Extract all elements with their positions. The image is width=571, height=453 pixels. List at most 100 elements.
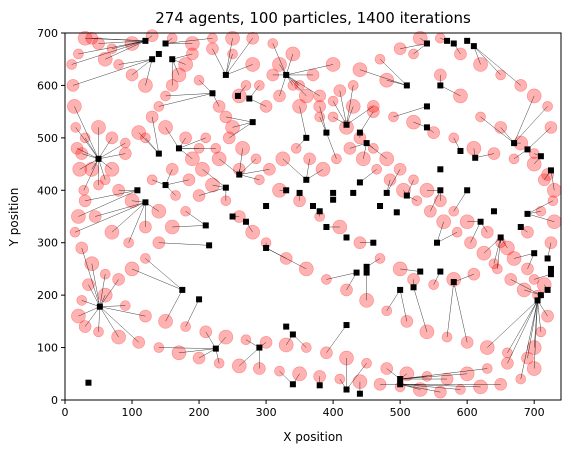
x-tick-label: 500 — [390, 406, 411, 419]
particle-point — [437, 268, 444, 275]
particle-point — [434, 239, 440, 246]
agent-particle-link — [473, 46, 481, 65]
agent-point — [158, 120, 173, 135]
particle-point — [222, 71, 229, 78]
agent-particle-link — [514, 252, 535, 259]
agent-particle-link — [212, 48, 227, 76]
agent-particle-link — [225, 38, 233, 75]
agent-particle-link — [430, 190, 441, 212]
agent-particle-link — [98, 40, 146, 44]
agent-particle-link — [158, 93, 213, 107]
agent-particle-link — [225, 53, 233, 76]
agent-particle-link — [79, 158, 99, 170]
agent-particle-link — [98, 153, 126, 160]
agent-particle-link — [513, 95, 535, 144]
agent-particle-link — [91, 263, 101, 307]
particle-point — [283, 187, 290, 194]
particle-point — [343, 386, 350, 393]
particle-point — [85, 379, 92, 386]
agent-particle-link — [178, 348, 216, 354]
x-axis-label: X position — [283, 430, 343, 444]
particle-point — [423, 103, 430, 110]
agent-particle-link — [111, 202, 146, 233]
particle-point — [142, 37, 149, 44]
agent-particle-link — [84, 306, 101, 327]
x-tick-label: 200 — [189, 406, 210, 419]
agent-particle-link — [400, 384, 481, 388]
agent-particle-link — [185, 211, 206, 226]
agent-particle-link — [497, 237, 501, 269]
agent-particle-link — [286, 64, 334, 76]
particle-point — [547, 265, 554, 272]
agent-particle-link — [202, 169, 227, 188]
y-axis-label: Y position — [7, 188, 21, 248]
agent-particle-link — [493, 237, 501, 264]
agent-particle-link — [78, 190, 138, 217]
agent-particle-link — [74, 202, 146, 233]
agent-particle-link — [232, 121, 253, 128]
agent-particle-link — [507, 300, 538, 364]
agent-particle-link — [99, 305, 126, 307]
y-tick-label: 100 — [37, 342, 58, 355]
agent-particle-link — [229, 121, 253, 139]
agent-particle-link — [185, 299, 200, 327]
agent-particle-link — [359, 111, 374, 133]
particle-point — [142, 199, 149, 206]
particle-point — [450, 279, 457, 286]
particle-point — [263, 244, 270, 251]
x-tick-label: 300 — [256, 406, 277, 419]
particle-point — [155, 50, 162, 57]
agent-particle-link — [165, 93, 213, 97]
particle-point — [470, 43, 477, 50]
particle-point — [169, 56, 176, 63]
particle-point — [464, 187, 471, 194]
agent-particle-link — [178, 137, 206, 149]
y-tick-label: 400 — [37, 184, 58, 197]
agent-particle-link — [98, 142, 126, 160]
y-tick-label: 500 — [37, 132, 58, 145]
agent-particle-link — [400, 384, 461, 390]
axis-ticks: 0 100 200 300 400 500 600 700 0 100 200 300 400 500 60… — [37, 27, 545, 419]
agent-particle-link — [99, 306, 119, 338]
particle-point — [175, 145, 182, 152]
agent-point — [119, 147, 132, 160]
agent-particle-link — [145, 258, 183, 291]
agent-particle-link — [239, 169, 270, 175]
agent-particle-link — [527, 127, 552, 150]
agent-particle-link — [537, 300, 542, 332]
particle-point — [544, 255, 551, 262]
particle-point — [397, 376, 404, 383]
agent-particle-link — [85, 37, 146, 42]
agent-particle-link — [98, 306, 101, 332]
agent-particle-link — [98, 158, 106, 180]
particle-point — [202, 222, 209, 229]
agent-particle-link — [279, 74, 287, 96]
agent-particle-link — [272, 43, 287, 76]
agent-particle-link — [225, 116, 253, 123]
particle-point — [363, 263, 370, 270]
agent-particle-link — [285, 53, 294, 76]
agent-particle-link — [326, 324, 347, 353]
agent-point — [494, 121, 507, 134]
particle-point — [397, 286, 404, 293]
particle-point — [283, 71, 290, 78]
agent-particle-link — [520, 300, 538, 380]
particle-point — [437, 187, 444, 194]
agent-particle-link — [473, 45, 521, 86]
particle-point — [256, 344, 263, 351]
agent-particle-link — [470, 221, 481, 243]
particle-point — [464, 37, 471, 44]
particle-point — [236, 171, 243, 178]
agent-particle-link — [71, 40, 146, 65]
agent-particle-link — [393, 106, 428, 118]
particle-point — [323, 223, 330, 230]
particle-point — [537, 292, 544, 299]
particle-point — [417, 268, 424, 275]
agent-point — [70, 122, 82, 133]
particle-point — [531, 250, 538, 257]
particle-point — [356, 129, 363, 136]
agent-particle-link — [131, 59, 153, 76]
agent-particle-link — [326, 272, 357, 280]
x-tick-label: 0 — [62, 406, 69, 419]
particle-point — [544, 286, 551, 293]
